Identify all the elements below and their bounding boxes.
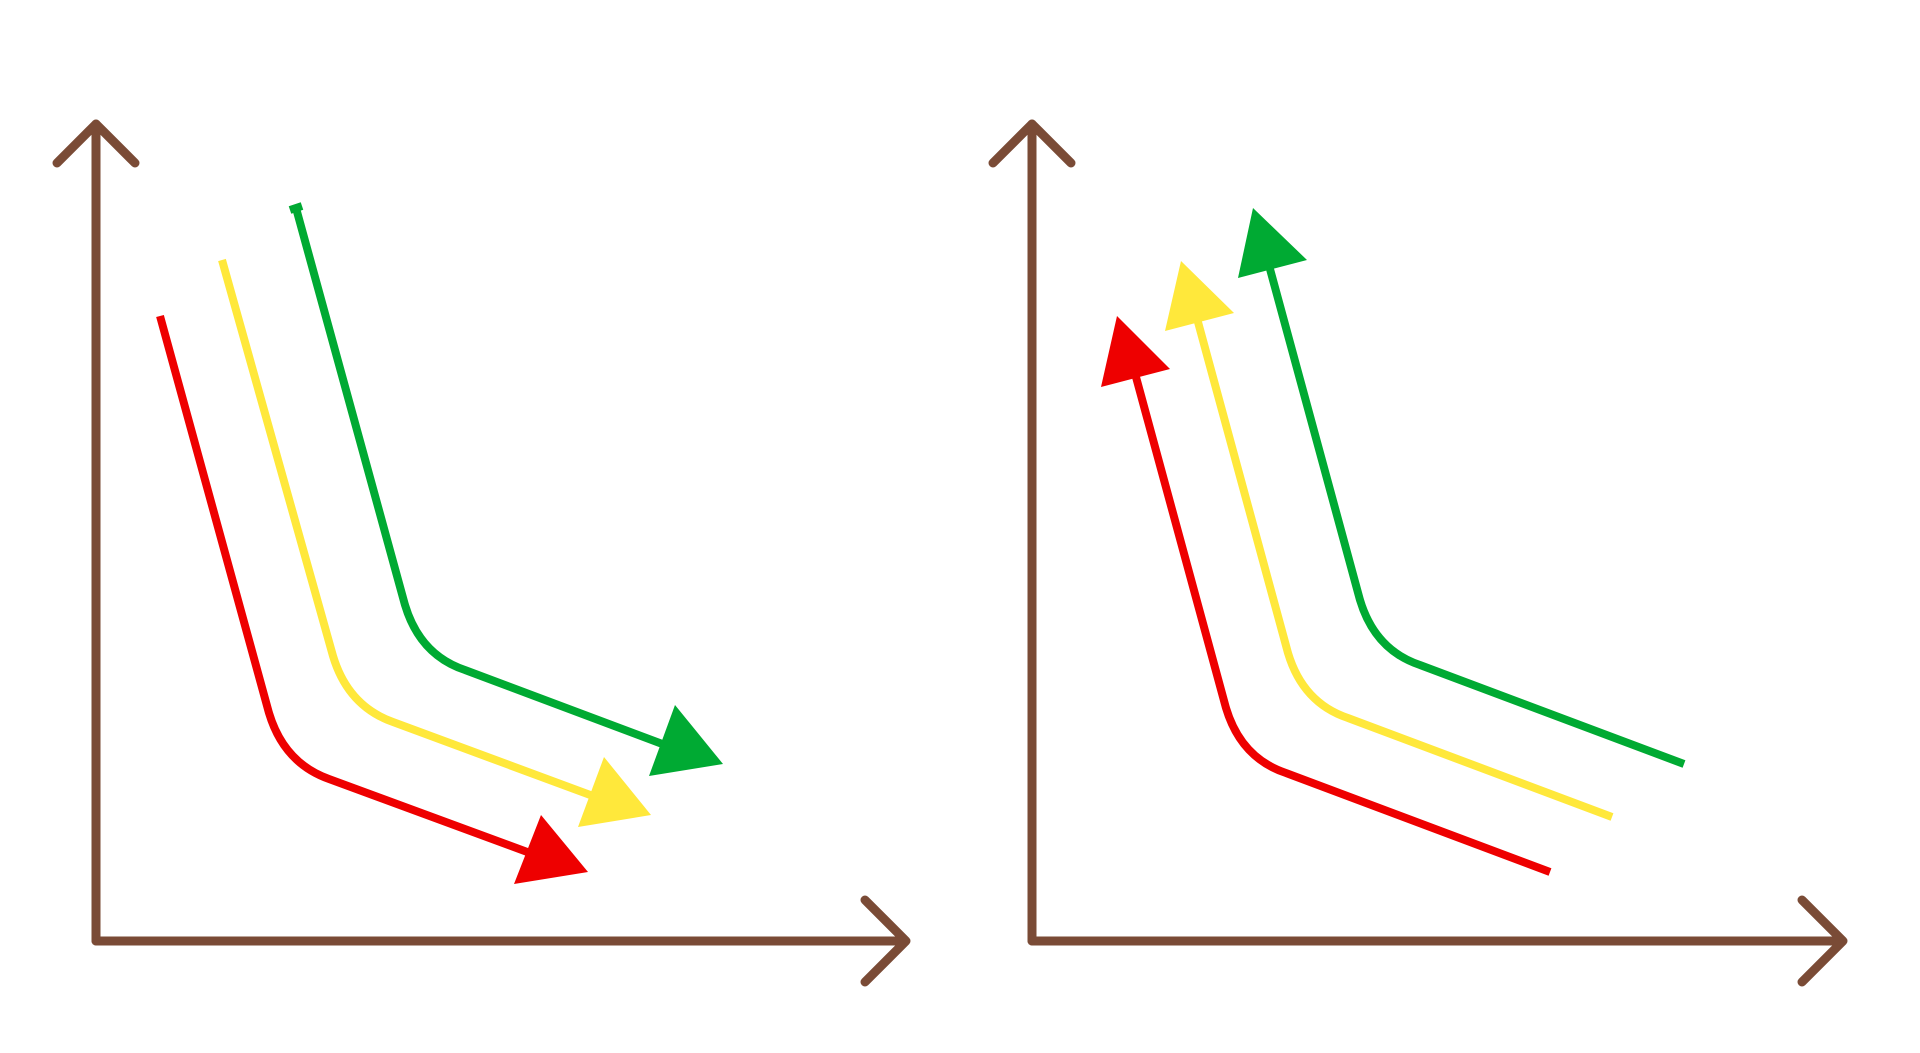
left-panel (52, 119, 911, 987)
left-arrowhead-yellow (578, 757, 651, 827)
left-curve-red (156, 314, 588, 884)
left-y-axis (52, 119, 140, 946)
left-arrowhead-red (514, 815, 588, 884)
right-arrowhead-green (1238, 208, 1307, 278)
right-arrowhead-red (1101, 316, 1170, 387)
right-panel (988, 119, 1848, 987)
right-curve-green (1238, 208, 1686, 768)
right-arrowhead-yellow (1165, 261, 1234, 331)
left-curve-yellow (218, 258, 651, 827)
left-x-axis (91, 895, 911, 987)
right-x-axis (1027, 895, 1848, 987)
left-curve-green (288, 202, 723, 776)
left-arrowhead-green (649, 705, 723, 776)
right-curve-yellow (1165, 261, 1614, 821)
right-y-axis (988, 119, 1076, 946)
right-curve-red (1101, 316, 1552, 876)
